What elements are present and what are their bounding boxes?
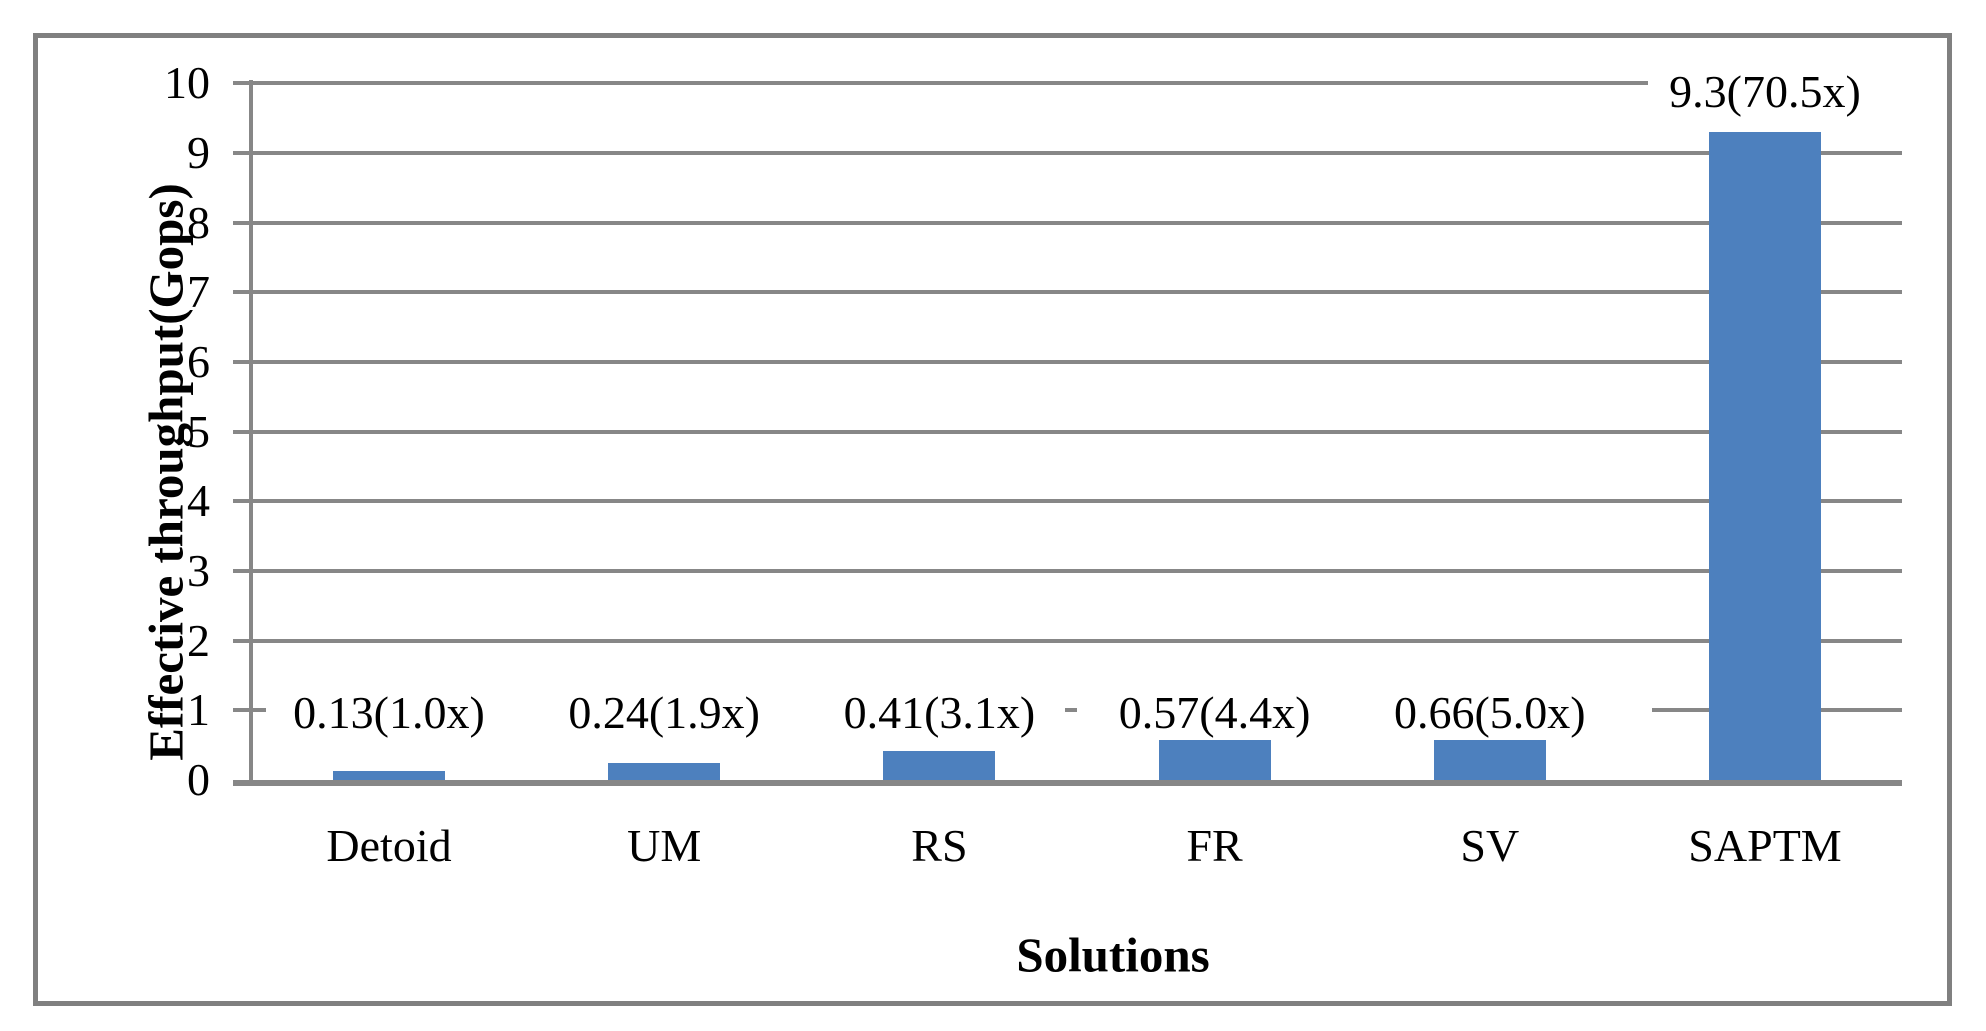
y-tick-mark [233,221,263,225]
gridline [251,639,1902,643]
y-tick-mark [233,499,263,503]
gridline [251,221,1902,225]
gridline [251,499,1902,503]
gridline [251,360,1902,364]
bar [608,763,721,780]
y-tick-mark [233,708,263,712]
y-tick-mark [233,569,263,573]
y-tick-label: 3 [187,545,210,596]
y-tick-label: 10 [164,57,210,108]
gridline [251,151,1902,155]
bar-value-label: 9.3(70.5x) [1659,65,1871,119]
y-tick-label: 7 [187,266,210,317]
bar [1158,740,1271,780]
y-tick-label: 0 [187,754,210,805]
bar [883,751,996,780]
y-tick-label: 5 [187,406,210,457]
gridline [1065,708,1077,712]
bar [333,771,445,780]
category-label: SV [1460,820,1520,871]
y-tick-label: 1 [187,684,210,735]
gridline [251,290,1902,294]
gridline [251,569,1902,573]
y-tick-label: 4 [187,475,210,526]
y-tick-mark [233,151,263,155]
gridline [251,81,1648,85]
y-tick-label: 6 [187,336,210,387]
bar-value-label: 0.41(3.1x) [833,686,1046,740]
bar-value-label: 0.24(1.9x) [558,686,771,740]
y-tick-label: 9 [187,127,210,178]
y-tick-mark [233,81,263,85]
category-label: SAPTM [1688,820,1842,871]
bar-value-label: 0.57(4.4x) [1108,686,1321,740]
bar-value-label: 0.13(1.0x) [283,686,495,740]
y-tick-label: 8 [187,197,210,248]
x-axis-title: Solutions [1016,927,1210,983]
bar [1433,734,1546,780]
y-tick-mark [233,290,263,294]
bar-value-label: 0.66(5.0x) [1383,686,1596,740]
category-label: UM [627,820,702,871]
x-axis-line [233,780,1902,786]
bar [1709,132,1821,780]
gridline [251,430,1902,434]
y-tick-mark [233,430,263,434]
y-tick-label: 2 [187,615,210,666]
y-tick-mark [233,639,263,643]
category-label: FR [1186,820,1243,871]
category-label: Detoid [326,820,452,871]
y-axis-line [249,80,253,785]
y-tick-mark [233,360,263,364]
category-label: RS [911,820,968,871]
